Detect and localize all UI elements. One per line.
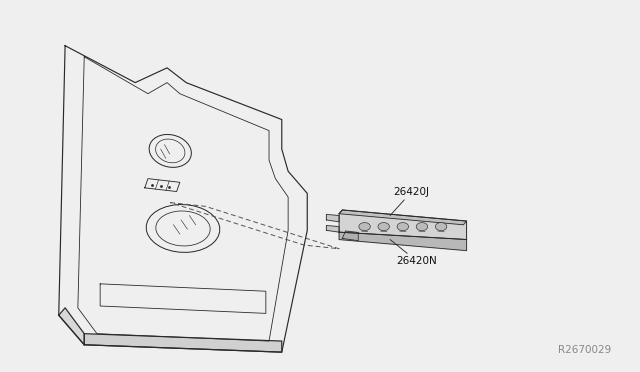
- Polygon shape: [59, 308, 84, 345]
- Ellipse shape: [416, 222, 428, 231]
- Text: R2670029: R2670029: [558, 345, 611, 355]
- Ellipse shape: [397, 222, 408, 231]
- Polygon shape: [326, 214, 339, 222]
- Text: 26420N: 26420N: [390, 240, 437, 266]
- Polygon shape: [339, 210, 467, 225]
- Polygon shape: [339, 232, 467, 251]
- Polygon shape: [84, 334, 282, 352]
- Polygon shape: [326, 225, 339, 232]
- Polygon shape: [342, 231, 358, 241]
- Ellipse shape: [378, 222, 390, 231]
- Ellipse shape: [359, 222, 371, 231]
- Polygon shape: [339, 210, 467, 240]
- Text: 26420J: 26420J: [390, 187, 429, 215]
- Ellipse shape: [435, 222, 447, 231]
